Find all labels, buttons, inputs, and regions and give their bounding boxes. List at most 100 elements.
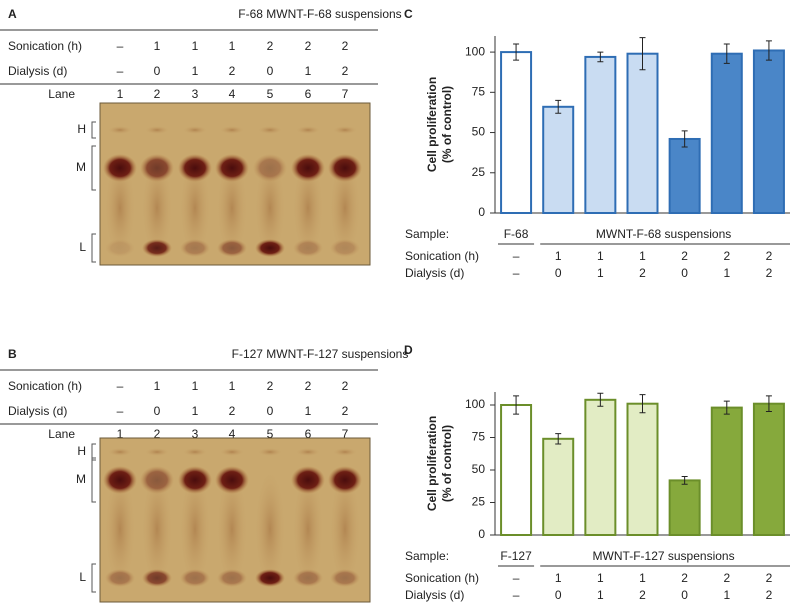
lane-number: 2 — [154, 87, 161, 101]
cell: 0 — [267, 64, 274, 78]
band — [140, 154, 174, 182]
cell: 2 — [766, 266, 773, 280]
panel-label: A — [8, 7, 17, 21]
y-tick-label: 50 — [472, 125, 486, 139]
cell: – — [117, 64, 124, 78]
row-label: Dialysis (d) — [8, 64, 67, 78]
cell: 1 — [154, 379, 161, 393]
lane-smear — [255, 470, 285, 588]
cell: – — [117, 39, 124, 53]
band — [258, 126, 282, 134]
row-label: Dialysis (d) — [405, 266, 464, 280]
band — [180, 239, 210, 257]
bar — [626, 52, 659, 215]
gel-title: F-127 MWNT-F-127 suspensions — [232, 347, 409, 361]
cell: – — [513, 571, 520, 585]
cell: 1 — [192, 64, 199, 78]
error-bar — [639, 37, 646, 71]
y-axis-label: Cell proliferation(% of control) — [425, 77, 454, 172]
band — [145, 448, 169, 456]
cell: 2 — [305, 39, 312, 53]
lane-smear — [105, 158, 135, 258]
cell: 2 — [342, 404, 349, 418]
band — [291, 466, 325, 494]
band-label: H — [77, 122, 86, 136]
bar — [542, 437, 575, 536]
cell: 1 — [555, 571, 562, 585]
sample: MWNT-F-68 suspensions — [596, 227, 731, 241]
y-tick-label: 75 — [472, 84, 486, 98]
band — [105, 239, 135, 257]
band — [220, 448, 244, 456]
row-label: Sonication (h) — [8, 379, 82, 393]
y-tick-label: 25 — [472, 495, 486, 509]
y-tick-label: 75 — [472, 430, 486, 444]
bar — [626, 402, 659, 537]
band — [258, 448, 282, 456]
bar — [752, 49, 785, 215]
band — [217, 569, 247, 587]
lane-smear — [293, 470, 323, 588]
band — [296, 126, 320, 134]
cell: – — [117, 404, 124, 418]
cell: 2 — [267, 379, 274, 393]
sample: F-68 — [504, 227, 529, 241]
band — [291, 154, 325, 182]
lane-number: 2 — [154, 427, 161, 441]
band — [253, 154, 287, 182]
band — [105, 569, 135, 587]
band-label: M — [76, 160, 86, 174]
band — [328, 154, 362, 182]
band — [296, 448, 320, 456]
y-axis-label-line: Cell proliferation — [425, 416, 439, 511]
cell: 2 — [723, 249, 730, 263]
bar — [668, 479, 701, 536]
cell: 1 — [555, 249, 562, 263]
bar — [542, 105, 575, 214]
y-axis-label-line: (% of control) — [440, 425, 454, 502]
band-label: M — [76, 472, 86, 486]
lane-number: 6 — [305, 427, 312, 441]
cell: 2 — [267, 39, 274, 53]
lane-number: 7 — [342, 87, 349, 101]
cell: 0 — [681, 266, 688, 280]
band — [328, 466, 362, 494]
band — [108, 448, 132, 456]
cell: 1 — [597, 249, 604, 263]
cell: 0 — [681, 588, 688, 602]
row-label: Dialysis (d) — [405, 588, 464, 602]
cell: 1 — [597, 588, 604, 602]
cell: 2 — [723, 571, 730, 585]
cell: 1 — [639, 249, 646, 263]
band — [108, 126, 132, 134]
lane-number: 1 — [117, 427, 124, 441]
bracket — [91, 563, 96, 593]
bar — [752, 402, 785, 537]
lane-number: 3 — [192, 427, 199, 441]
y-tick-label: 100 — [465, 397, 485, 411]
cell: 2 — [229, 404, 236, 418]
cell: 2 — [766, 249, 773, 263]
cell: 2 — [639, 266, 646, 280]
cell: 1 — [192, 39, 199, 53]
lane-smear — [330, 158, 360, 258]
cell: 0 — [154, 64, 161, 78]
cell: 0 — [267, 404, 274, 418]
lane-number: 7 — [342, 427, 349, 441]
band — [140, 466, 174, 494]
band — [293, 569, 323, 587]
cell: 2 — [305, 379, 312, 393]
band — [217, 239, 247, 257]
panel-label: B — [8, 347, 17, 361]
error-bar — [723, 400, 730, 415]
row-label: Sonication (h) — [8, 39, 82, 53]
bracket — [91, 145, 96, 191]
lane-number: 4 — [229, 87, 236, 101]
bar — [668, 137, 701, 214]
sample: F-127 — [500, 549, 532, 563]
bar — [710, 406, 743, 537]
row-label: Sonication (h) — [405, 571, 479, 585]
lane-smear — [330, 470, 360, 588]
bar — [584, 398, 617, 536]
cell: 1 — [305, 404, 312, 418]
